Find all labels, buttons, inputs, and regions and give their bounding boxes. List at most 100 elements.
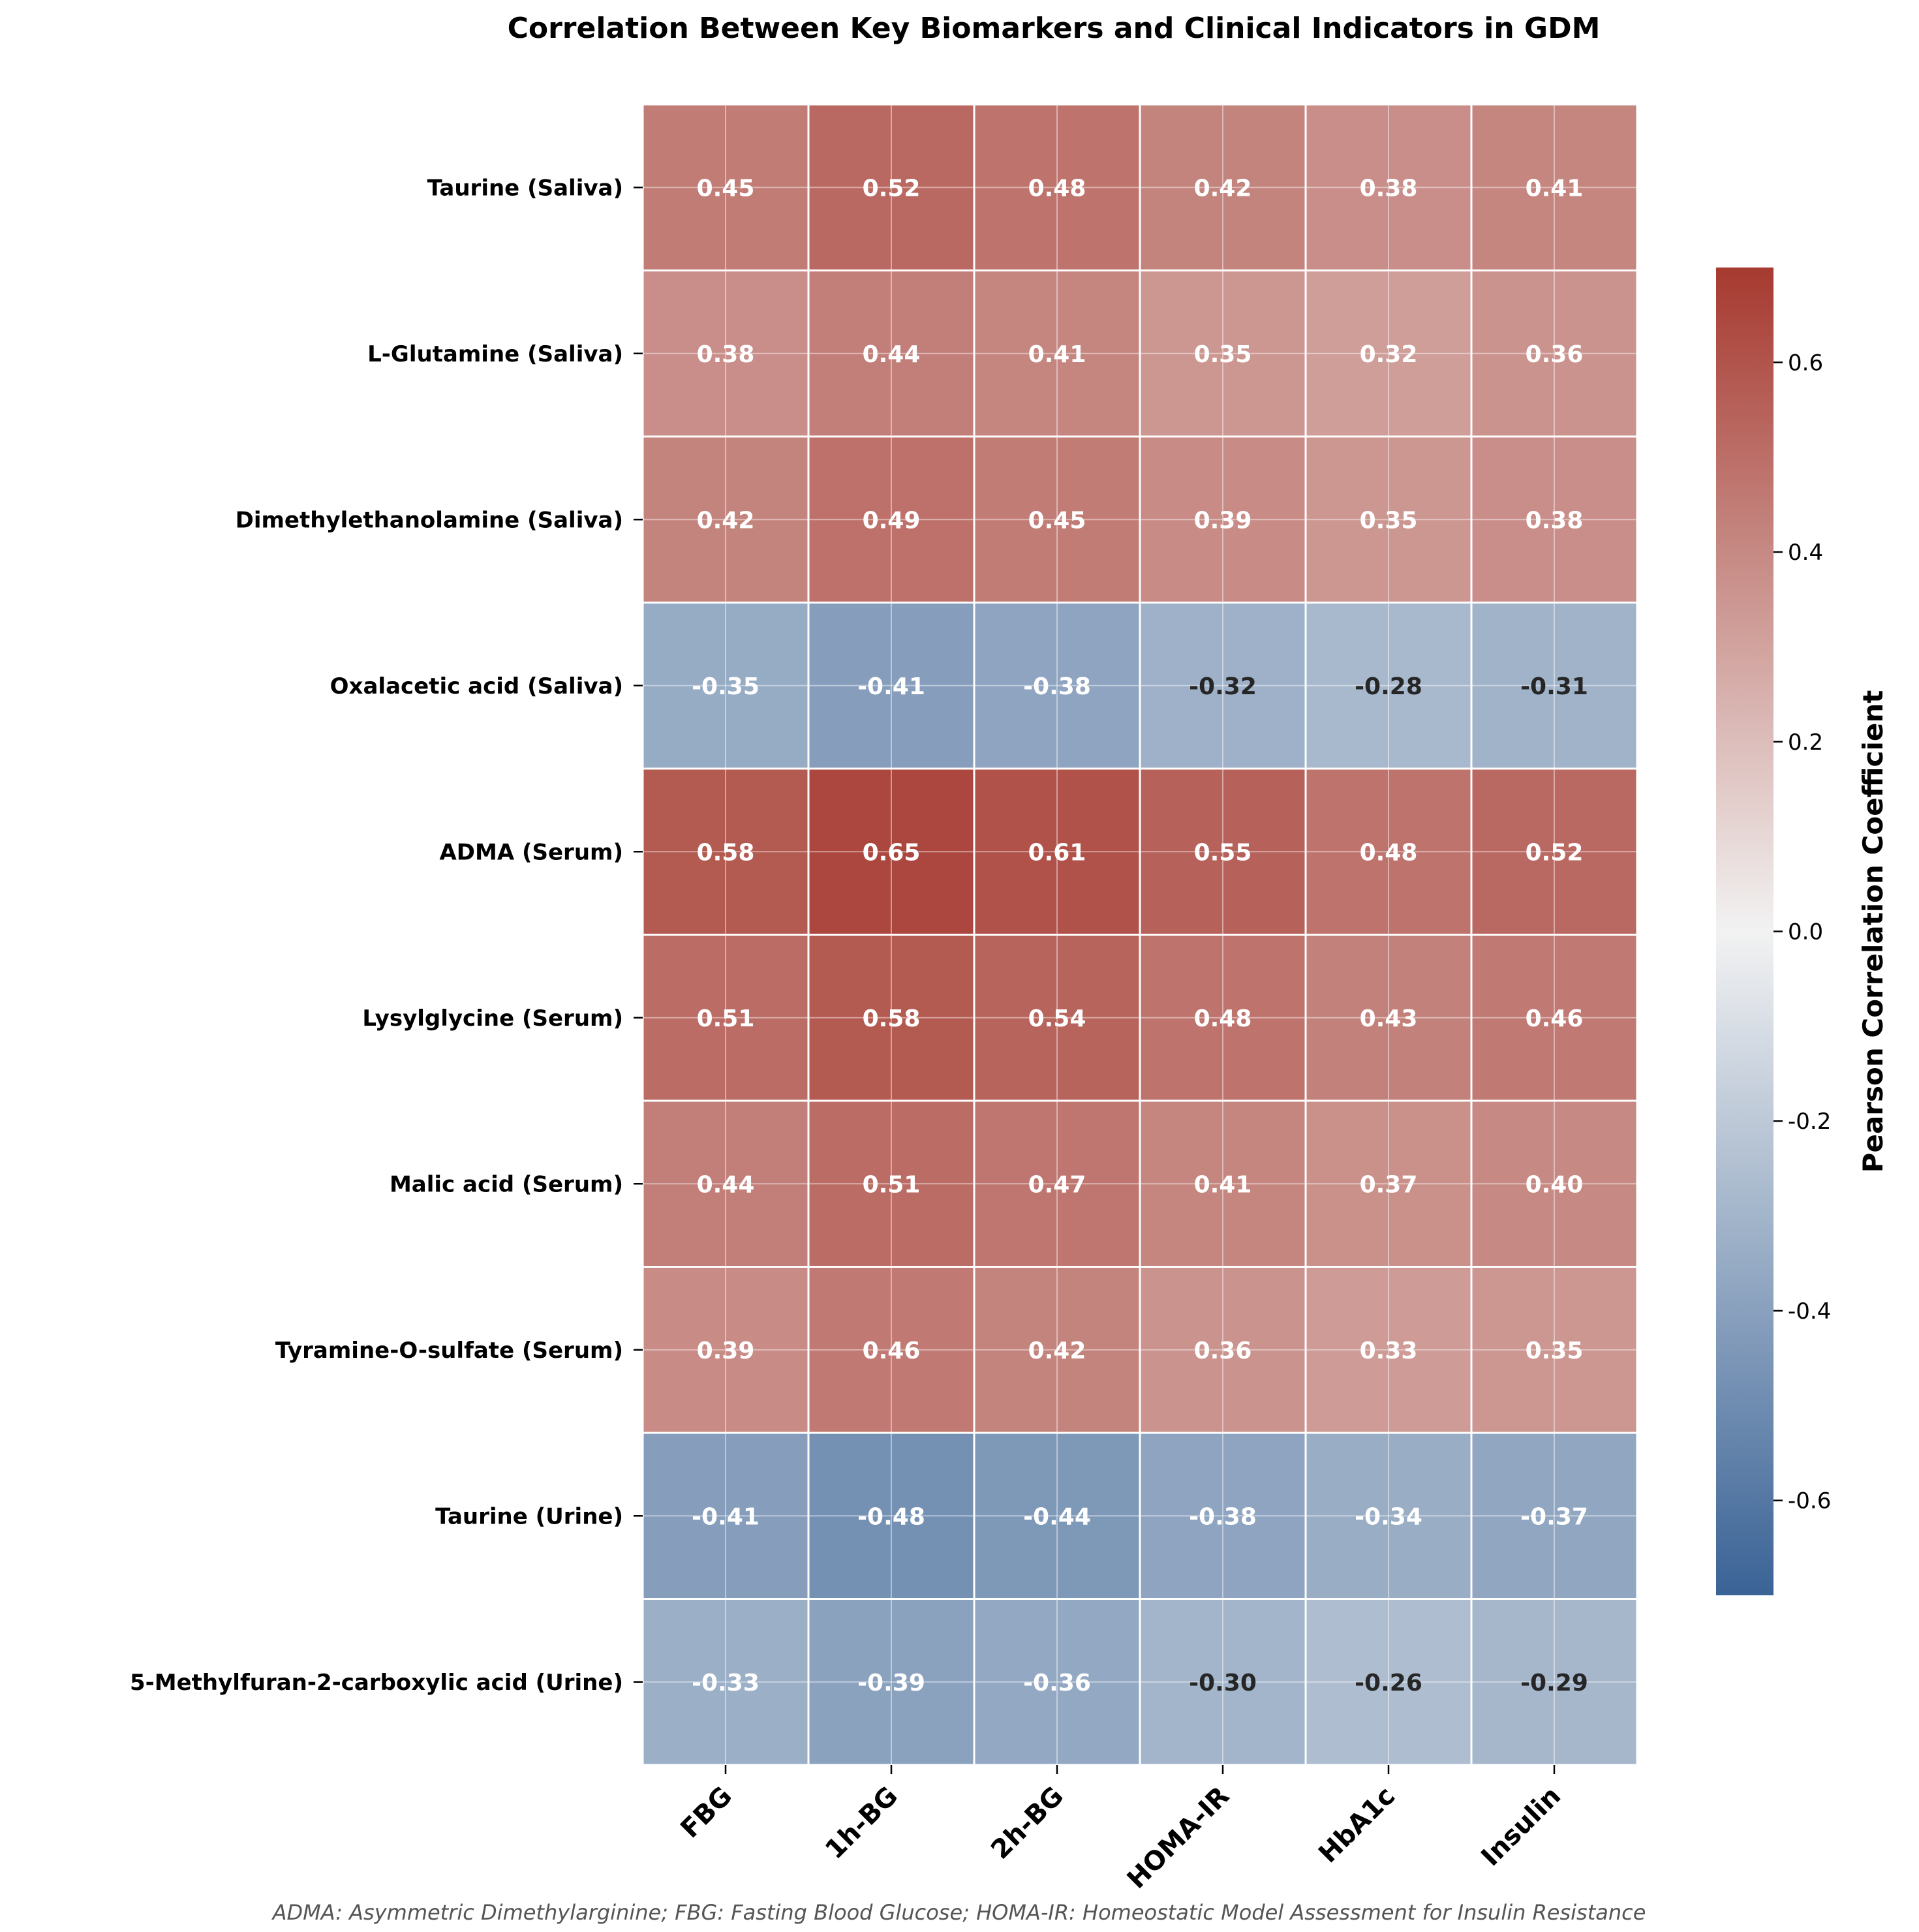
cell-value-label: -0.41 xyxy=(692,1503,760,1530)
cell-value-label: 0.38 xyxy=(697,341,755,368)
cell-value-label: -0.36 xyxy=(1023,1670,1091,1696)
heatmap-cell xyxy=(1470,602,1638,770)
heatmap-cell xyxy=(1304,103,1473,271)
cell-value-label: -0.32 xyxy=(1189,673,1257,700)
cell-value-label: 0.51 xyxy=(697,1005,755,1032)
cell-value-label: -0.39 xyxy=(857,1670,925,1696)
cell-value-label: -0.37 xyxy=(1520,1503,1588,1530)
cell-value-label: -0.41 xyxy=(857,673,925,700)
heatmap-cell xyxy=(1470,1099,1638,1268)
cell-value-label: 0.48 xyxy=(1028,175,1086,202)
cell-value-label: 0.58 xyxy=(863,1005,921,1032)
cell-value-label: 0.37 xyxy=(1360,1171,1418,1198)
heatmap-cell xyxy=(641,602,810,770)
cell-value-label: -0.28 xyxy=(1355,673,1422,700)
heatmap-cell xyxy=(973,602,1141,770)
row-label: Tyramine-O-sulfate (Serum) xyxy=(275,1338,623,1364)
colorbar-ticks: -0.6 -0.4 -0.2 0.0 0.2 0.4 0.6 xyxy=(1773,350,1831,1514)
heatmap-cell xyxy=(807,1432,975,1600)
row-label: Dimethylethanolamine (Saliva) xyxy=(236,507,623,533)
heatmap-cell xyxy=(1304,767,1473,936)
cell-value-label: 0.38 xyxy=(1526,507,1584,534)
cell-value-label: 0.39 xyxy=(697,1338,755,1364)
heatmap-cell xyxy=(1304,435,1473,604)
heatmap-cell xyxy=(1139,435,1307,604)
heatmap-cell xyxy=(641,1099,810,1268)
heatmap-cell xyxy=(641,767,810,936)
heatmap-cell xyxy=(1470,103,1638,271)
row-label: Malic acid (Serum) xyxy=(390,1171,623,1197)
cell-value-label: 0.44 xyxy=(863,341,921,368)
heatmap-cell xyxy=(1304,1432,1473,1600)
cell-value-label: -0.31 xyxy=(1520,673,1588,700)
heatmap-cell xyxy=(1304,1266,1473,1434)
cell-value-label: 0.52 xyxy=(863,175,921,202)
column-label: HOMA-IR xyxy=(1122,1781,1235,1895)
cell-value-label: 0.54 xyxy=(1028,1005,1086,1032)
row-labels: Taurine (Saliva) L-Glutamine (Saliva) Dime… xyxy=(130,175,643,1696)
cell-value-label: 0.35 xyxy=(1526,1338,1584,1364)
heatmap-cell xyxy=(1139,602,1307,770)
cell-value-label: 0.45 xyxy=(697,175,755,202)
heatmap-cell xyxy=(1470,1432,1638,1600)
cell-value-label: -0.44 xyxy=(1023,1503,1091,1530)
heatmap-cell xyxy=(1470,1266,1638,1434)
heatmap-cell xyxy=(973,103,1141,271)
heatmap-cell xyxy=(1139,767,1307,936)
heatmap-cell xyxy=(641,1266,810,1434)
cell-value-label: 0.58 xyxy=(697,839,755,866)
colorbar-tick-label: -0.6 xyxy=(1788,1488,1831,1514)
heatmap-cell xyxy=(1470,934,1638,1102)
cell-value-label: -0.29 xyxy=(1520,1670,1588,1696)
cell-value-label: 0.35 xyxy=(1360,507,1418,534)
cell-value-label: 0.36 xyxy=(1194,1338,1252,1364)
heatmap-cell xyxy=(807,269,975,438)
cell-value-label: 0.42 xyxy=(1194,175,1252,202)
row-label: Oxalacetic acid (Saliva) xyxy=(330,673,623,699)
heatmap-cell xyxy=(1139,103,1307,271)
column-labels: FBG 1h-BG 2h-BG HOMA-IR HbA1c Insulin xyxy=(675,1765,1567,1895)
chart-title: Correlation Between Key Biomarkers and C… xyxy=(508,12,1601,45)
cell-value-label: 0.33 xyxy=(1360,1338,1418,1364)
cell-value-label: 0.61 xyxy=(1028,839,1086,866)
cell-value-labels: 0.45 0.52 0.48 0.42 0.38 0.41 0.38 0.44 0.41 0.35… xyxy=(692,175,1588,1696)
row-label: Taurine (Urine) xyxy=(435,1503,623,1529)
cell-value-label: -0.38 xyxy=(1189,1503,1257,1530)
row-label: L-Glutamine (Saliva) xyxy=(367,341,623,367)
colorbar-tick-label: 0.4 xyxy=(1788,540,1823,566)
colorbar-tick-label: 0.0 xyxy=(1788,919,1823,945)
footnote: ADMA: Asymmetric Dimethylarginine; FBG: … xyxy=(271,1900,1646,1925)
cell-value-label: -0.33 xyxy=(692,1670,760,1696)
heatmap-cell xyxy=(1470,435,1638,604)
cell-value-label: 0.42 xyxy=(697,507,755,534)
cell-value-label: 0.46 xyxy=(863,1338,921,1364)
cell-value-label: 0.65 xyxy=(863,839,921,866)
grid-lines xyxy=(643,104,1637,1765)
cell-value-label: -0.48 xyxy=(857,1503,925,1530)
colorbar-tick-label: 0.2 xyxy=(1788,729,1823,756)
row-label: Taurine (Saliva) xyxy=(427,175,623,201)
cell-value-label: 0.32 xyxy=(1360,341,1418,368)
cell-value-label: 0.45 xyxy=(1028,507,1086,534)
cell-value-label: 0.41 xyxy=(1194,1171,1252,1198)
heatmap-cell xyxy=(1470,767,1638,936)
column-label: 1h-BG xyxy=(820,1781,904,1865)
heatmap-cell xyxy=(807,602,975,770)
cell-value-label: -0.38 xyxy=(1023,673,1091,700)
cell-value-label: 0.38 xyxy=(1360,175,1418,202)
cell-value-label: 0.41 xyxy=(1526,175,1584,202)
heatmap-cell xyxy=(807,1099,975,1268)
cell-value-label: 0.55 xyxy=(1194,839,1252,866)
heatmap-cell xyxy=(973,1099,1141,1268)
heatmap-cell xyxy=(1139,1099,1307,1268)
row-label: ADMA (Serum) xyxy=(439,839,623,865)
cell-value-label: 0.52 xyxy=(1526,839,1584,866)
heatmap-cell xyxy=(1139,269,1307,438)
heatmap-cell xyxy=(973,1598,1141,1766)
heatmap-cell xyxy=(1304,934,1473,1102)
row-label: 5-Methylfuran-2-carboxylic acid (Urine) xyxy=(130,1670,623,1696)
cell-value-label: 0.47 xyxy=(1028,1171,1086,1198)
column-label: Insulin xyxy=(1475,1781,1567,1873)
heatmap-cell xyxy=(641,1598,810,1766)
